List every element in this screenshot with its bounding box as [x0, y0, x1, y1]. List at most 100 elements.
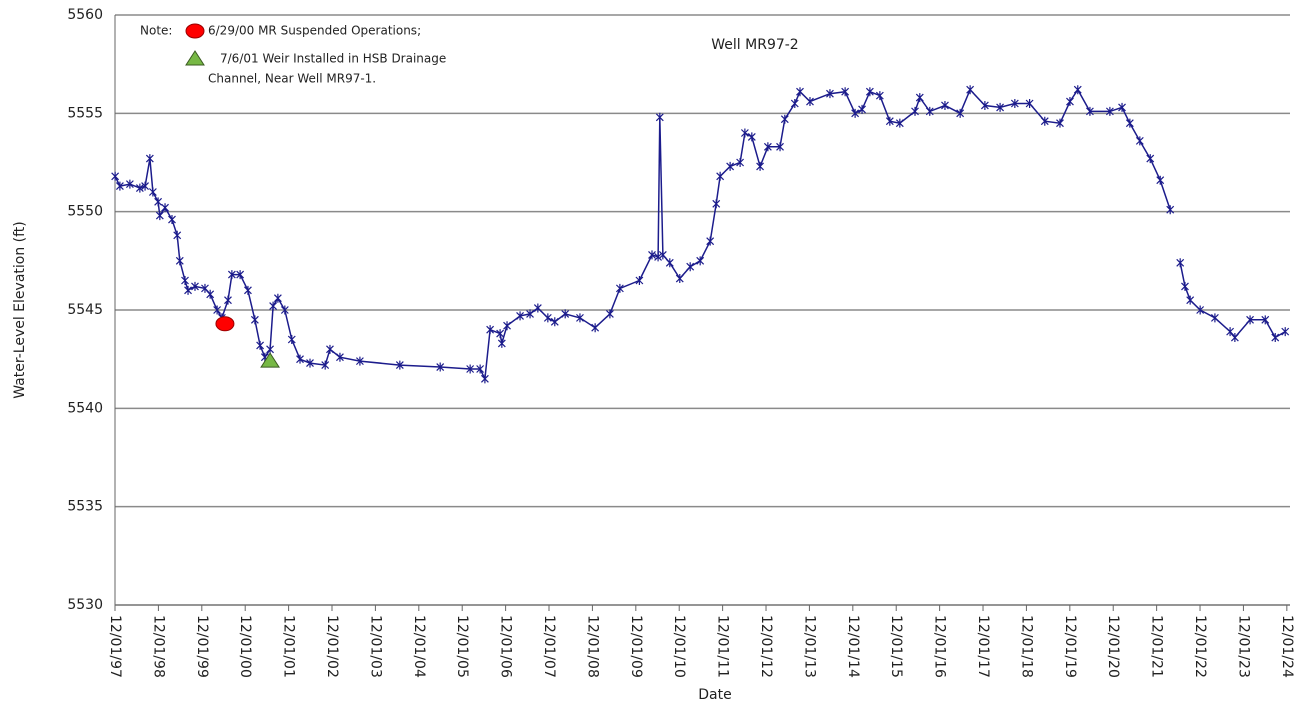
data-point — [780, 114, 789, 124]
data-point — [526, 309, 534, 319]
data-point — [561, 309, 570, 319]
data-point — [436, 362, 445, 372]
data-point — [273, 293, 282, 303]
x-tick-label: 12/01/10 — [671, 615, 687, 678]
note-text: 7/6/01 Weir Installed in HSB Drainage — [220, 52, 446, 66]
y-axis-label: Water-Level Elevation (ft) — [12, 221, 28, 399]
data-point — [716, 171, 725, 181]
data-point — [244, 285, 252, 295]
data-point — [648, 250, 656, 260]
data-point — [466, 364, 475, 374]
data-point — [321, 360, 330, 370]
data-point — [155, 211, 164, 221]
data-point — [654, 252, 663, 262]
data-point — [956, 108, 965, 118]
data-point — [1040, 116, 1049, 126]
data-point — [476, 364, 485, 374]
data-point — [790, 99, 799, 108]
data-point — [173, 230, 182, 240]
data-point — [1066, 97, 1074, 107]
x-tick-label: 12/01/24 — [1279, 615, 1295, 678]
data-point — [1010, 99, 1019, 108]
x-tick-label: 12/01/08 — [584, 615, 600, 678]
data-point — [658, 250, 667, 260]
x-tick-label: 12/01/15 — [888, 615, 904, 678]
data-point — [154, 197, 163, 207]
data-point — [665, 258, 674, 268]
x-tick-label: 12/01/22 — [1192, 615, 1208, 678]
note-text: 6/29/00 MR Suspended Operations; — [208, 24, 421, 38]
data-point — [1025, 99, 1034, 108]
series-line — [114, 88, 1286, 382]
data-point — [1056, 118, 1064, 128]
x-tick-label: 12/01/03 — [367, 615, 383, 678]
data-point — [496, 329, 505, 339]
data-point — [480, 374, 489, 384]
data-point — [726, 161, 735, 171]
data-point — [756, 161, 764, 171]
data-point — [550, 317, 559, 327]
data-point — [740, 128, 749, 138]
chart-title: Well MR97-2 — [711, 37, 798, 53]
x-tick-label: 12/01/00 — [237, 615, 253, 678]
data-point — [1186, 295, 1195, 305]
data-point — [135, 183, 144, 193]
data-point — [516, 311, 524, 321]
data-point — [184, 285, 192, 295]
data-point — [145, 154, 154, 164]
data-point — [576, 313, 584, 323]
x-tick-label: 12/01/99 — [194, 615, 210, 678]
data-point — [911, 106, 919, 116]
data-point — [1146, 154, 1155, 164]
data-point — [895, 118, 904, 128]
data-point — [213, 305, 222, 315]
data-point — [355, 356, 364, 366]
data-point — [966, 85, 975, 95]
data-point — [1156, 175, 1165, 185]
data-point — [696, 256, 705, 266]
note-text: Channel, Near Well MR97-1. — [208, 72, 376, 86]
data-point — [980, 100, 989, 110]
x-tick-label: 12/01/11 — [715, 615, 731, 678]
note-icon — [185, 50, 205, 66]
data-point — [141, 181, 150, 191]
data-point — [675, 274, 684, 284]
data-point — [1226, 327, 1235, 337]
data-point — [287, 335, 296, 344]
x-tick-label: 12/01/19 — [1062, 615, 1078, 678]
x-tick-label: 12/01/12 — [758, 615, 774, 678]
data-point — [336, 352, 344, 362]
data-point — [1246, 315, 1254, 325]
data-point — [543, 313, 552, 323]
data-point — [796, 87, 804, 97]
data-point — [148, 187, 157, 197]
data-point — [615, 283, 624, 293]
data-point — [497, 338, 506, 348]
data-point — [256, 340, 265, 350]
data-point — [591, 323, 600, 333]
data-point — [191, 281, 199, 291]
data-point — [1166, 205, 1175, 215]
x-tick-label: 12/01/01 — [281, 615, 297, 678]
data-point — [503, 321, 511, 331]
data-point — [280, 305, 289, 315]
y-tick-label: 5555 — [67, 105, 103, 121]
data-point — [111, 171, 120, 181]
data-point — [236, 270, 245, 280]
data-point — [706, 236, 715, 246]
data-point — [806, 97, 814, 107]
data-point — [306, 358, 314, 368]
annotation-marker — [215, 316, 235, 332]
note-icon — [185, 23, 205, 39]
x-tick-label: 12/01/21 — [1149, 615, 1165, 678]
data-point — [686, 262, 695, 272]
data-point — [1281, 327, 1290, 337]
x-tick-label: 12/01/16 — [932, 615, 948, 678]
data-point — [227, 270, 236, 280]
data-point — [1105, 106, 1114, 116]
data-point — [915, 93, 924, 103]
data-point — [747, 132, 756, 142]
data-point — [1073, 85, 1082, 95]
x-tick-label: 12/01/98 — [150, 615, 166, 678]
data-point — [776, 142, 784, 152]
